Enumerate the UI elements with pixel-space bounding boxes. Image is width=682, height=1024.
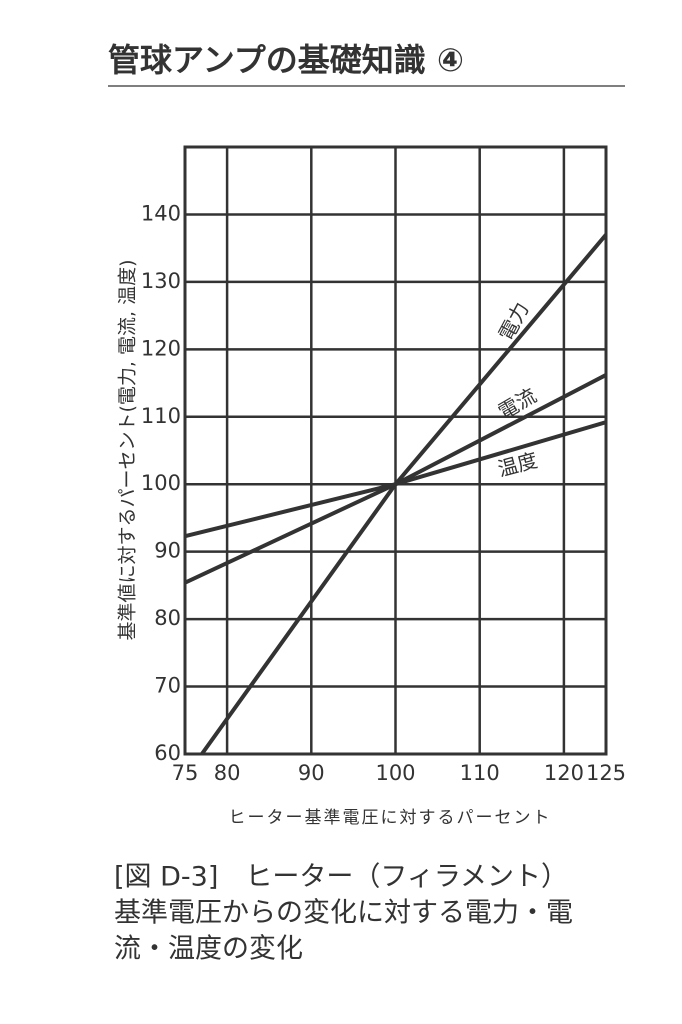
x-tick-label: 75 bbox=[172, 761, 199, 785]
caption: [図 D-3] ヒーター（フィラメント） 基準電圧からの変化に対する電力・電流・温… bbox=[114, 862, 573, 965]
x-tick-label: 80 bbox=[214, 761, 241, 785]
data-line bbox=[200, 233, 606, 754]
caption-line: 流・温度の変化 bbox=[114, 934, 303, 965]
y-tick-label: 60 bbox=[154, 741, 181, 765]
caption-line: [図 D-3] ヒーター（フィラメント） bbox=[114, 862, 568, 893]
line-label: 電力 bbox=[494, 298, 534, 345]
x-tick-label: 120 bbox=[544, 761, 584, 785]
x-tick-label: 100 bbox=[375, 761, 415, 785]
data-line bbox=[185, 420, 606, 539]
y-tick-label: 130 bbox=[141, 269, 181, 293]
y-axis-label: 基準値に対するパーセント(電力, 電流, 温度) bbox=[117, 260, 139, 641]
y-tick-label: 80 bbox=[154, 606, 181, 630]
caption-line: 基準電圧からの変化に対する電力・電 bbox=[114, 898, 573, 929]
y-tick-label: 120 bbox=[141, 336, 181, 360]
y-tick-label: 90 bbox=[154, 539, 181, 563]
page-title: 管球アンプの基礎知識 ④ bbox=[108, 41, 464, 79]
x-axis-label: ヒーター基準電圧に対するパーセント bbox=[229, 808, 552, 828]
y-tick-label: 140 bbox=[141, 201, 181, 225]
y-tick-label: 110 bbox=[141, 404, 181, 428]
x-tick-label: 125 bbox=[586, 761, 626, 785]
x-tick-label: 90 bbox=[298, 761, 325, 785]
x-tick-label: 110 bbox=[460, 761, 500, 785]
y-tick-label: 70 bbox=[154, 674, 181, 698]
y-tick-label: 100 bbox=[141, 471, 181, 495]
